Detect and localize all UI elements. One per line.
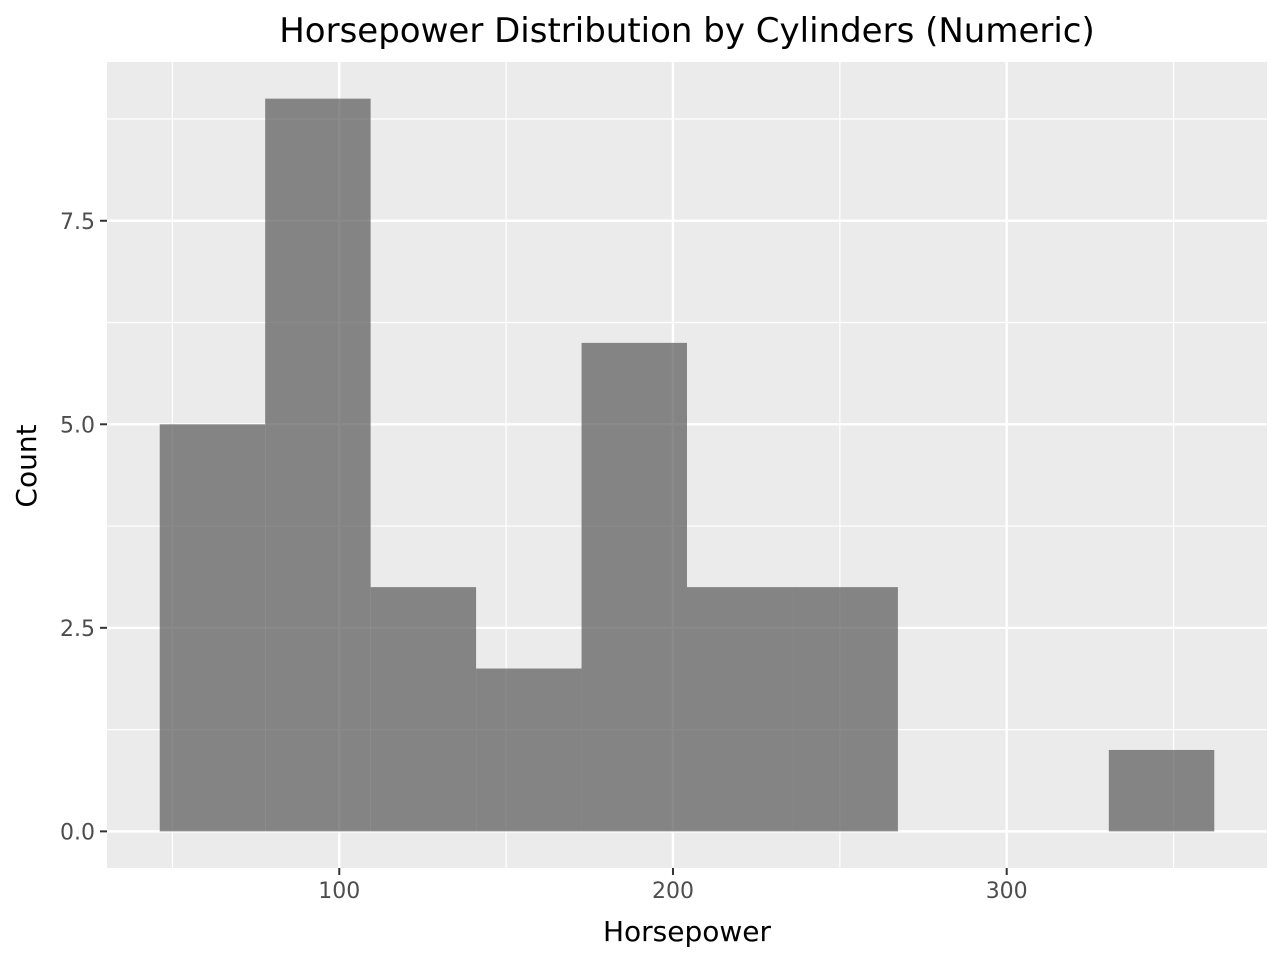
- y-axis-title: Count: [10, 424, 43, 507]
- histogram-bars: [159, 98, 1215, 832]
- x-axis-title: Horsepower: [603, 915, 772, 948]
- histogram-bar-2: [265, 98, 371, 832]
- histogram-bar-10: [1108, 749, 1215, 832]
- histogram-bar-1: [159, 424, 266, 832]
- x-tick-label: 200: [652, 879, 694, 904]
- histogram-bar-7: [792, 587, 898, 832]
- y-tick-label: 0.0: [60, 820, 95, 845]
- histogram-bar-6: [687, 587, 793, 832]
- histogram-bar-5: [581, 342, 687, 832]
- y-tick-label: 5.0: [60, 413, 95, 438]
- x-tick-label: 100: [318, 879, 360, 904]
- histogram-bar-4: [476, 668, 582, 832]
- y-axis: 0.0 2.5 5.0 7.5: [60, 210, 107, 845]
- y-tick-label: 2.5: [60, 617, 95, 642]
- y-tick-label: 7.5: [60, 210, 95, 235]
- chart-title: Horsepower Distribution by Cylinders (Nu…: [279, 11, 1095, 51]
- x-axis: 100 200 300: [318, 868, 1028, 904]
- x-tick-label: 300: [986, 879, 1028, 904]
- histogram-bar-3: [370, 587, 477, 832]
